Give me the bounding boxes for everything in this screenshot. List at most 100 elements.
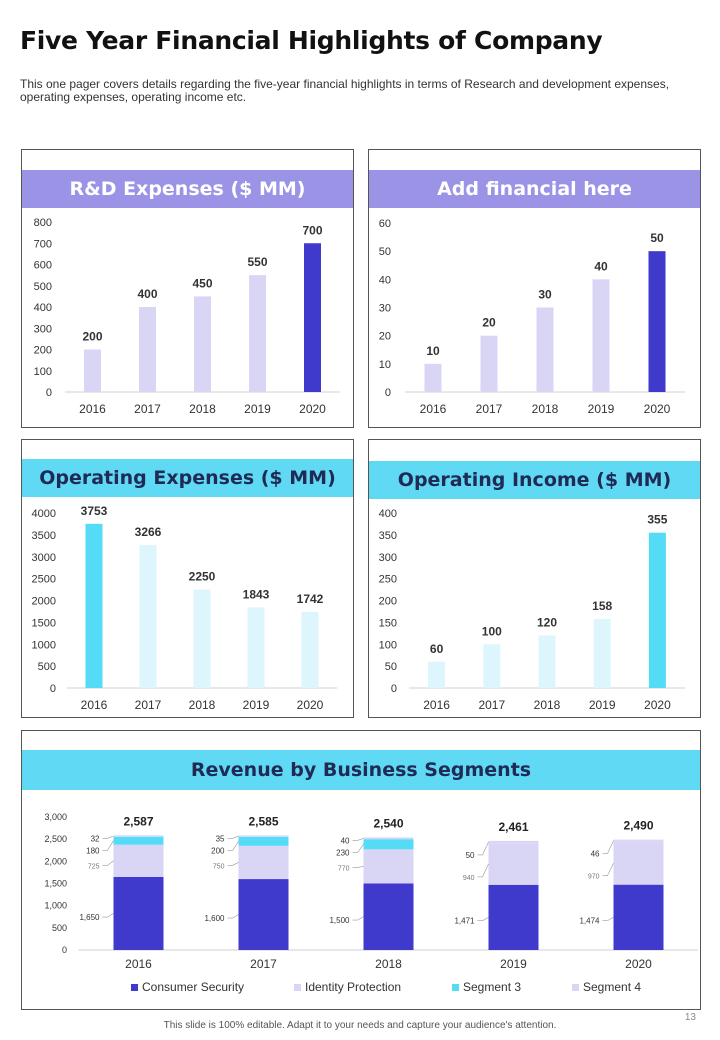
data-label: 450: [192, 276, 212, 290]
legend-swatch: [452, 984, 459, 992]
bar: [424, 363, 442, 392]
x-tick-label: 2019: [244, 402, 271, 416]
segment-label: 180: [86, 846, 100, 855]
data-label: 120: [537, 616, 557, 630]
y-tick-label: 200: [379, 596, 397, 608]
stacked-bar-segment: [363, 837, 414, 840]
data-label: 550: [247, 255, 267, 269]
legend-label: Segment 3: [463, 980, 522, 994]
x-tick-label: 2016: [423, 698, 450, 712]
bar: [85, 523, 103, 688]
y-tick-label: 0: [46, 387, 52, 399]
leader-line: [352, 916, 364, 921]
y-tick-label: 500: [52, 923, 67, 933]
leader-line: [102, 840, 114, 851]
add-financial-panel: Add financial here 0 10 20 30 40 50 60 10 2016 20…: [368, 149, 701, 428]
data-label: 700: [302, 223, 322, 237]
x-tick-label: 2020: [299, 402, 326, 416]
bar: [84, 349, 101, 392]
stacked-bar-segment: [613, 839, 664, 842]
y-tick-label: 350: [379, 530, 397, 542]
y-tick-label: 500: [38, 661, 56, 673]
bar: [592, 279, 610, 392]
segment-label: 1,500: [329, 916, 350, 925]
x-tick-label: 2018: [532, 402, 559, 416]
stacked-bar-segment: [113, 836, 164, 845]
y-tick-label: 150: [379, 617, 397, 629]
segment-label: 1,650: [79, 913, 100, 922]
bar: [139, 307, 156, 392]
y-tick-label: 600: [34, 260, 52, 272]
bar: [536, 307, 554, 392]
leader-line: [602, 863, 614, 876]
y-tick-label: 60: [379, 218, 391, 230]
x-tick-label: 2018: [189, 402, 216, 416]
y-tick-label: 50: [385, 661, 397, 673]
y-tick-label: 10: [379, 359, 391, 371]
data-label: 355: [647, 513, 667, 527]
y-tick-label: 2000: [32, 596, 56, 608]
y-tick-label: 1000: [32, 639, 56, 651]
x-tick-label: 2017: [250, 957, 277, 971]
segment-label: 1,600: [204, 914, 225, 923]
segment-label: 940: [463, 875, 475, 882]
legend-label: Segment 4: [583, 980, 642, 994]
y-tick-label: 200: [34, 345, 52, 357]
y-tick-label: 20: [379, 331, 391, 343]
data-label: 158: [592, 599, 612, 613]
revenue-chart: 0 500 1,000 1,500 2,000 2,500 3,000 32 180 725 1,6…: [44, 812, 698, 971]
operating-income-title: Operating Income ($ MM): [369, 461, 700, 499]
data-label: 50: [650, 231, 664, 245]
y-tick-label: 700: [34, 238, 52, 250]
stacked-bar-segment: [488, 843, 539, 885]
x-tick-label: 2016: [420, 402, 447, 416]
stacked-bar-segment: [488, 884, 539, 950]
x-tick-label: 2020: [644, 402, 671, 416]
stacked-bar-segment: [613, 841, 664, 885]
leader-line: [227, 862, 239, 866]
legend-swatch: [131, 984, 138, 992]
y-tick-label: 400: [34, 302, 52, 314]
data-label: 1742: [297, 592, 324, 606]
bar: [247, 607, 265, 688]
segment-label: 750: [213, 863, 225, 870]
leader-line: [602, 917, 614, 921]
legend-item: Identity Protection: [294, 980, 401, 994]
bar: [648, 532, 666, 688]
x-tick-label: 2019: [589, 698, 616, 712]
leader-line: [352, 837, 364, 841]
leader-line: [227, 841, 239, 851]
segment-label: 46: [591, 850, 600, 859]
y-tick-label: 250: [379, 574, 397, 586]
operating-expenses-chart: 0 500 1000 1500 2000 2500 3000 3500 4000 3753 2016…: [32, 504, 337, 712]
bar: [480, 335, 498, 392]
y-tick-label: 1,500: [44, 879, 67, 889]
operating-expenses-title: Operating Expenses ($ MM): [22, 459, 353, 497]
segment-label: 970: [588, 874, 600, 881]
bar: [301, 611, 319, 688]
stacked-bar-segment: [363, 849, 414, 884]
y-tick-label: 3500: [32, 530, 56, 542]
leader-line: [602, 840, 614, 854]
y-tick-label: 1500: [32, 617, 56, 629]
leader-line: [102, 860, 114, 866]
y-tick-label: 100: [34, 366, 52, 378]
add-financial-title: Add financial here: [369, 170, 700, 208]
y-tick-label: 800: [34, 217, 52, 229]
page-number: 13: [684, 1012, 696, 1023]
leader-line: [227, 914, 239, 919]
x-tick-label: 2019: [588, 402, 615, 416]
y-tick-label: 0: [385, 387, 391, 399]
x-tick-label: 2016: [125, 957, 152, 971]
stacked-bar-segment: [238, 835, 289, 837]
segment-label: 1,474: [579, 917, 600, 926]
legend-swatch: [294, 984, 301, 992]
bar: [593, 618, 611, 688]
y-tick-label: 300: [379, 552, 397, 564]
stacked-bar-segment: [363, 839, 414, 850]
stacked-bar-segment: [113, 876, 164, 950]
x-tick-label: 2020: [297, 698, 324, 712]
y-tick-label: 50: [379, 246, 391, 258]
data-label: 30: [538, 288, 552, 302]
x-tick-label: 2016: [81, 698, 108, 712]
